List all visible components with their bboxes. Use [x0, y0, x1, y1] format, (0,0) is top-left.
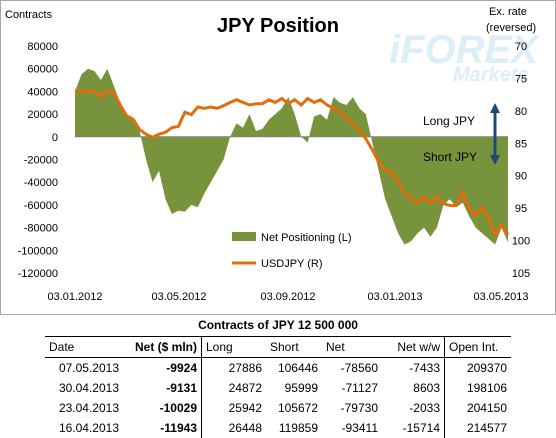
legend-area-swatch: [232, 232, 256, 241]
cell-open-int: 214577: [466, 421, 507, 435]
cell-open-int: 198106: [466, 381, 507, 395]
right-axis-ticks: 70 75 80 85 90 95 100 105: [512, 41, 530, 280]
cell-long: 24872: [228, 381, 262, 395]
positions-table: Date Net ($ mln) Long Short Net Net w/w …: [45, 336, 511, 438]
header-net-mln: Net ($ mln): [123, 336, 202, 358]
cell-long: 27886: [228, 361, 262, 375]
cell-net-mln: -10029: [123, 398, 202, 418]
cell-open-int: 204150: [466, 401, 507, 415]
long-short-arrow-icon: [490, 103, 500, 165]
left-axis-label: Contracts: [5, 9, 53, 21]
cell-net-ww: 8603: [382, 378, 445, 398]
chart-title: JPY Position: [217, 15, 339, 37]
left-tick-label: -80000: [24, 223, 58, 235]
table-row: 23.04.2013 -10029 25942 105672 -79730 -2…: [45, 398, 511, 418]
left-tick-label: -20000: [24, 155, 58, 167]
header-net-ww: Net w/w: [382, 336, 445, 358]
x-tick-label: 03.09.2012: [260, 291, 315, 303]
cell-long: 25942: [228, 401, 262, 415]
cell-net-ww: -7433: [382, 357, 445, 378]
left-tick-label: 40000: [27, 86, 58, 98]
right-tick-label: 70: [515, 41, 527, 53]
right-tick-label: 90: [515, 171, 527, 183]
right-tick-label: 80: [515, 106, 527, 118]
legend-area-label: Net Positioning (L): [261, 232, 352, 244]
cell-long: 26448: [228, 421, 262, 435]
chart-frame: iFOREX Markets JPY Position Contracts Ex…: [0, 0, 556, 315]
x-axis-ticks: 03.01.2012 03.05.2012 03.09.2012 03.01.2013…: [47, 291, 528, 303]
left-tick-label: -40000: [24, 177, 58, 189]
left-tick-label: 0: [52, 132, 58, 144]
cell-open-int: 209370: [466, 361, 507, 375]
left-tick-label: 60000: [27, 64, 58, 76]
cell-net-ww: -2033: [382, 398, 445, 418]
short-jpy-annotation: Short JPY: [423, 150, 477, 164]
cell-net: -79730: [340, 401, 378, 415]
x-tick-label: 03.05.2012: [151, 291, 206, 303]
cell-short: 105672: [277, 401, 318, 415]
cell-date: 30.04.2013: [58, 381, 119, 395]
left-tick-label: -120000: [18, 268, 58, 280]
cell-net-mln: -9131: [123, 378, 202, 398]
left-axis-ticks: 80000 60000 40000 20000 0 -20000 -40000 -60000 -…: [18, 41, 58, 280]
cell-short: 119859: [278, 421, 318, 435]
jpy-position-chart: iFOREX Markets JPY Position Contracts Ex…: [5, 6, 540, 303]
x-tick-label: 03.01.2013: [367, 291, 422, 303]
cell-net: -78560: [340, 361, 378, 375]
table-row: 07.05.2013 -9924 27886 106446 -78560 -74…: [45, 357, 511, 378]
header-open-int: Open Int.: [444, 336, 511, 358]
table-row: 16.04.2013 -11943 26448 119859 -93411 -1…: [45, 418, 511, 438]
header-date: Date: [45, 336, 123, 358]
right-tick-label: 105: [512, 268, 530, 280]
table-title: Contracts of JPY 12 500 000: [198, 318, 358, 332]
cell-net: -93411: [341, 421, 378, 435]
table-row: 30.04.2013 -9131 24872 95999 -71127 8603…: [45, 378, 511, 398]
cell-date: 16.04.2013: [58, 421, 119, 435]
right-tick-label: 75: [515, 73, 527, 85]
cell-short: 95999: [284, 381, 318, 395]
watermark-logo: iFOREX: [389, 28, 540, 72]
right-axis-label-line2: (reversed): [486, 22, 536, 34]
right-tick-label: 95: [515, 203, 527, 215]
left-tick-label: -60000: [24, 200, 58, 212]
left-tick-label: -100000: [18, 245, 58, 257]
header-net: Net: [322, 336, 382, 358]
cell-net-mln: -9924: [123, 357, 202, 378]
header-short: Short: [266, 336, 322, 358]
cell-net-mln: -11943: [123, 418, 202, 438]
legend-line-label: USDJPY (R): [261, 258, 323, 270]
cell-date: 23.04.2013: [58, 401, 119, 415]
x-tick-label: 03.01.2012: [47, 291, 102, 303]
cell-short: 106446: [277, 361, 318, 375]
net-positioning-area: [75, 68, 508, 245]
x-tick-label: 03.05.2013: [473, 291, 528, 303]
right-tick-label: 85: [515, 138, 527, 150]
long-jpy-annotation: Long JPY: [423, 114, 475, 128]
watermark-markets: Markets: [453, 64, 529, 86]
cell-net-ww: -15714: [382, 418, 445, 438]
cell-date: 07.05.2013: [58, 361, 119, 375]
cell-net: -71127: [341, 381, 378, 395]
right-axis-label-line1: Ex. rate: [489, 6, 527, 18]
right-tick-label: 100: [512, 236, 530, 248]
header-long: Long: [201, 336, 266, 358]
usdjpy-line: [75, 89, 510, 238]
left-tick-label: 80000: [27, 41, 58, 53]
left-tick-label: 20000: [27, 109, 58, 121]
table-header-row: Date Net ($ mln) Long Short Net Net w/w …: [45, 336, 511, 358]
